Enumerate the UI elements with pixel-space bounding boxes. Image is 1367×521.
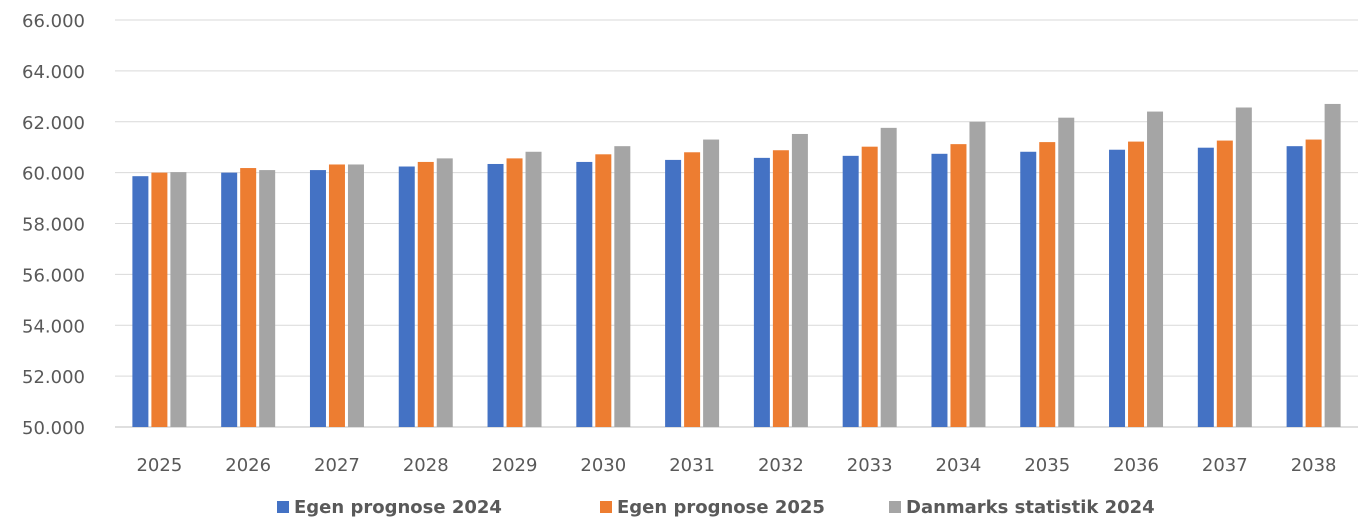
legend-label: Egen prognose 2024: [294, 497, 502, 518]
bar-egen-prognose-2025-2029: [506, 158, 523, 427]
bar-egen-prognose-2025-2036: [1128, 141, 1145, 427]
x-tick-label: 2035: [1024, 455, 1070, 476]
bar-egen-prognose-2024-2025: [132, 176, 149, 427]
bar-egen-prognose-2025-2037: [1216, 140, 1233, 428]
bars: [132, 103, 1341, 428]
x-tick-label: 2031: [669, 455, 715, 476]
x-tick-label: 2034: [936, 455, 982, 476]
x-tick-label: 2026: [225, 455, 271, 476]
x-tick-label: 2028: [403, 455, 449, 476]
bar-egen-prognose-2025-2026: [240, 168, 257, 427]
legend-swatch: [277, 501, 289, 513]
y-tick-label: 66.000: [22, 11, 85, 32]
bar-egen-prognose-2024-2035: [1020, 151, 1037, 428]
bar-egen-prognose-2025-2025: [151, 172, 168, 427]
bar-danmarks-statistik-2024-2033: [880, 127, 897, 427]
legend-label: Danmarks statistik 2024: [906, 497, 1155, 518]
x-tick-label: 2027: [314, 455, 360, 476]
bar-danmarks-statistik-2024-2025: [170, 172, 187, 427]
bar-egen-prognose-2025-2035: [1039, 142, 1056, 427]
y-tick-label: 58.000: [22, 215, 85, 236]
legend-label: Egen prognose 2025: [617, 497, 825, 518]
x-tick-label: 2037: [1202, 455, 1248, 476]
bar-egen-prognose-2024-2038: [1286, 146, 1303, 428]
bar-danmarks-statistik-2024-2026: [259, 170, 276, 428]
y-tick-label: 62.000: [22, 113, 85, 134]
bar-egen-prognose-2025-2030: [595, 154, 612, 427]
bar-danmarks-statistik-2024-2031: [703, 139, 720, 427]
bar-danmarks-statistik-2024-2028: [436, 158, 453, 427]
bar-egen-prognose-2024-2033: [842, 155, 859, 427]
bar-egen-prognose-2025-2034: [950, 144, 967, 427]
x-tick-label: 2029: [492, 455, 538, 476]
bar-egen-prognose-2024-2030: [576, 161, 593, 427]
bar-danmarks-statistik-2024-2038: [1324, 103, 1341, 427]
bar-danmarks-statistik-2024-2034: [969, 121, 986, 427]
x-tick-label: 2032: [758, 455, 804, 476]
y-axis: 50.000 52.000 54.000 56.000 58.000 60.000 62.0…: [22, 11, 85, 439]
y-tick-label: 56.000: [22, 265, 85, 286]
y-tick-label: 64.000: [22, 62, 85, 83]
bar-danmarks-statistik-2024-2036: [1147, 111, 1164, 427]
bar-egen-prognose-2025-2028: [417, 161, 434, 427]
bar-danmarks-statistik-2024-2027: [347, 164, 364, 428]
bar-egen-prognose-2024-2032: [753, 157, 770, 427]
bar-egen-prognose-2024-2034: [931, 153, 948, 427]
bar-egen-prognose-2024-2037: [1197, 147, 1214, 428]
x-tick-label: 2038: [1291, 455, 1337, 476]
bar-danmarks-statistik-2024-2029: [525, 151, 542, 428]
bar-egen-prognose-2024-2031: [665, 159, 682, 427]
bar-egen-prognose-2024-2036: [1109, 149, 1126, 427]
y-tick-label: 60.000: [22, 164, 85, 185]
bar-egen-prognose-2025-2032: [772, 150, 789, 428]
y-tick-label: 52.000: [22, 367, 85, 388]
bar-danmarks-statistik-2024-2030: [614, 146, 631, 428]
bar-egen-prognose-2024-2026: [221, 172, 238, 427]
bar-egen-prognose-2025-2031: [684, 152, 701, 427]
x-tick-label: 2030: [580, 455, 626, 476]
y-tick-label: 50.000: [22, 418, 85, 439]
x-tick-label: 2025: [136, 455, 182, 476]
bar-danmarks-statistik-2024-2032: [791, 133, 808, 427]
bar-egen-prognose-2024-2029: [487, 163, 504, 427]
legend-swatch: [600, 501, 612, 513]
x-axis: 2025 2026 2027 2028 2029 2030 2031 2032 2033 2034…: [136, 455, 1336, 476]
bar-egen-prognose-2025-2027: [328, 164, 345, 428]
x-tick-label: 2033: [847, 455, 893, 476]
bar-egen-prognose-2024-2027: [309, 170, 326, 428]
legend: Egen prognose 2024 Egen prognose 2025 Danm…: [277, 497, 1155, 518]
y-tick-label: 54.000: [22, 316, 85, 337]
x-tick-label: 2036: [1113, 455, 1159, 476]
bar-egen-prognose-2025-2038: [1305, 139, 1322, 427]
gridlines: [115, 19, 1358, 428]
legend-swatch: [889, 501, 901, 513]
bar-egen-prognose-2024-2028: [398, 166, 415, 427]
bar-danmarks-statistik-2024-2037: [1235, 107, 1252, 427]
bar-egen-prognose-2025-2033: [861, 146, 878, 427]
bar-danmarks-statistik-2024-2035: [1058, 117, 1075, 428]
